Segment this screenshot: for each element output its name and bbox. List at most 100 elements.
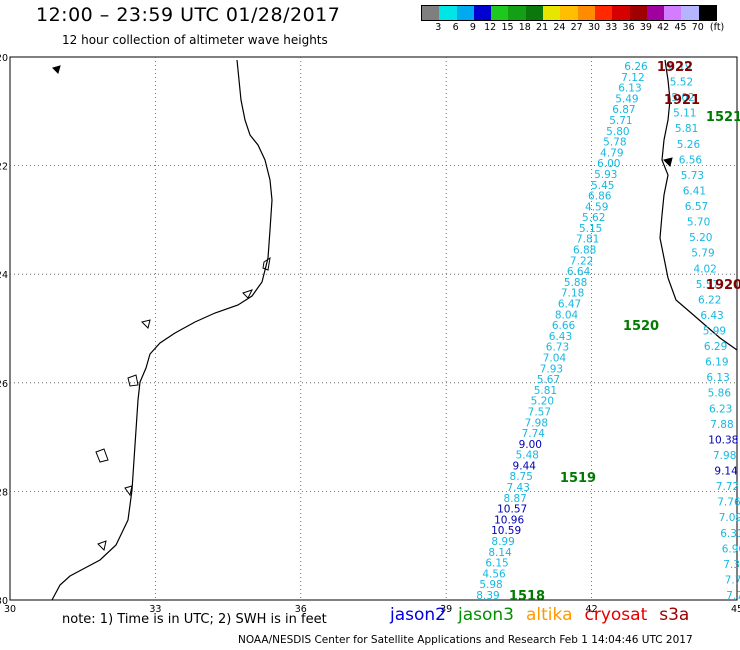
map-title: 12:00 – 23:59 UTC 01/28/2017 (36, 4, 341, 26)
satellite-jason2-label: jason2 (390, 605, 446, 625)
wave-height-label: 7.74 (522, 428, 546, 440)
legend-swatch (664, 6, 682, 20)
wave-height-label: 6.13 (618, 83, 641, 95)
legend-tick-label: 70 (691, 22, 704, 33)
legend-tick-label: 27 (570, 22, 583, 33)
wave-height-label: 7.12 (621, 72, 644, 84)
wave-height-label: 7.09 (719, 512, 740, 524)
wave-height-label: 6.13 (706, 372, 729, 384)
wave-height-label: 5.99 (703, 326, 726, 338)
pass-time-label: 1519 (560, 471, 596, 486)
legend-swatch (698, 6, 717, 20)
wave-height-label: 7.71 (725, 574, 740, 586)
altimeter-track-a: 6.267.126.135.496.875.715.805.784.796.00… (476, 61, 648, 602)
wave-height-label: 6.00 (597, 158, 620, 170)
wave-height-label: 6.64 (567, 266, 591, 278)
wave-height-label: 10.38 (708, 434, 738, 446)
legend-swatch (491, 6, 509, 20)
wave-height-label: 5.26 (677, 139, 701, 151)
wave-height-label: 7.57 (528, 406, 551, 418)
legend-tick-label: 18 (518, 22, 531, 33)
legend-tick-label: 21 (536, 22, 549, 33)
wave-height-label: 8.87 (503, 493, 526, 505)
wave-height-label: 6.43 (549, 331, 572, 343)
wave-height-label: 6.43 (700, 310, 723, 322)
pass-time-label: 1518 (509, 589, 545, 604)
credit-line: NOAA/NESDIS Center for Satellite Applica… (238, 634, 693, 646)
lon-tick-label: 36 (295, 604, 307, 615)
wave-height-label: 4.56 (482, 568, 506, 580)
legend-swatch (629, 6, 647, 20)
wave-height-label: 5.20 (689, 232, 712, 244)
wave-height-label: 5.20 (531, 396, 554, 408)
wave-height-label: 6.15 (485, 558, 508, 570)
pass-time-label: 1922 (657, 60, 693, 75)
legend-unit-label: (ft) (709, 22, 725, 33)
lat-tick-label: -22 (0, 162, 8, 173)
wave-height-label: 8.14 (488, 547, 512, 559)
legend-tick-label: 12 (484, 22, 497, 33)
wave-height-label: 5.88 (564, 277, 587, 289)
wave-height-label: 7.74 (726, 590, 740, 602)
wave-height-label: 5.78 (603, 137, 626, 149)
wave-height-label: 5.57 (696, 279, 719, 291)
wave-height-label: 5.45 (591, 180, 614, 192)
lon-tick-label: 33 (149, 604, 161, 615)
legend-tick-label: 30 (587, 22, 601, 33)
lat-tick-label: -28 (0, 487, 8, 498)
legend-swatch (612, 6, 630, 20)
legend-tick-label: 15 (501, 22, 514, 33)
wave-height-label: 5.98 (479, 579, 502, 591)
wave-height-label: 7.04 (543, 352, 567, 364)
wave-height-label: 7.88 (710, 419, 733, 431)
wave-height-label: 6.66 (552, 320, 576, 332)
legend-tick-label: 24 (553, 22, 566, 33)
legend-swatches (421, 5, 718, 21)
legend-tick-label: 6 (452, 22, 459, 33)
wave-height-label: 9.00 (519, 439, 542, 451)
wave-height-label: 5.67 (537, 374, 560, 386)
wave-height-label: 5.73 (681, 170, 704, 182)
lat-tick-label: -24 (0, 270, 8, 281)
legend-swatch (456, 6, 474, 20)
satellite-cryosat-label: cryosat (584, 605, 648, 625)
altimeter-track-b: 6.19 5.52 5.02 5.11 5.81 5.26 6.56 5.73 6.41 6.57… (668, 61, 740, 602)
legend-tick-label: 42 (657, 22, 670, 33)
wave-height-label: 7.98 (713, 450, 736, 462)
wave-height-label: 10.96 (494, 514, 524, 526)
legend-tick-label: 9 (469, 22, 476, 33)
wave-height-label: 5.80 (606, 126, 629, 138)
wave-height-label: 4.02 (693, 263, 716, 275)
satellite-legend: jason2 jason3 altika cryosat s3a (390, 605, 701, 625)
wave-height-label: 6.47 (558, 299, 581, 311)
pass-time-label: 1921 (664, 93, 700, 108)
legend-swatch (473, 6, 492, 20)
lon-tick-label: 30 (4, 604, 16, 615)
wave-height-label: 9.44 (513, 460, 537, 472)
lat-tick-label: -30 (0, 596, 8, 607)
wave-height-label: 6.88 (573, 245, 596, 257)
wave-height-label: 7.22 (570, 255, 593, 267)
wave-height-label: 6.41 (683, 185, 706, 197)
wave-height-label: 5.62 (582, 212, 605, 224)
wave-height-label: 5.15 (579, 223, 602, 235)
lat-tick-label: -26 (0, 379, 8, 390)
map-frame (9, 56, 738, 601)
color-legend: 3 6 9 12 15 18 21 24 27 30 33 36 39 42 45 70 (ft) (421, 5, 724, 35)
wave-height-label: 5.52 (670, 77, 693, 89)
wave-height-label: 6.26 (624, 61, 648, 73)
wave-height-label: 5.48 (516, 450, 539, 462)
wave-height-label: 5.86 (708, 388, 732, 400)
legend-tick-label: 39 (639, 22, 652, 33)
wave-height-label: 6.87 (612, 104, 635, 116)
wave-height-label: 6.96 (722, 543, 740, 555)
legend-swatch (646, 6, 665, 20)
wave-height-label: 6.86 (588, 191, 612, 203)
wave-height-label: 9.14 (714, 466, 738, 478)
wave-height-label: 5.70 (687, 217, 710, 229)
legend-swatch (681, 6, 699, 20)
wave-height-label: 5.02 (671, 92, 694, 104)
legend-tick-label: 36 (622, 22, 635, 33)
coastline (51, 59, 738, 601)
